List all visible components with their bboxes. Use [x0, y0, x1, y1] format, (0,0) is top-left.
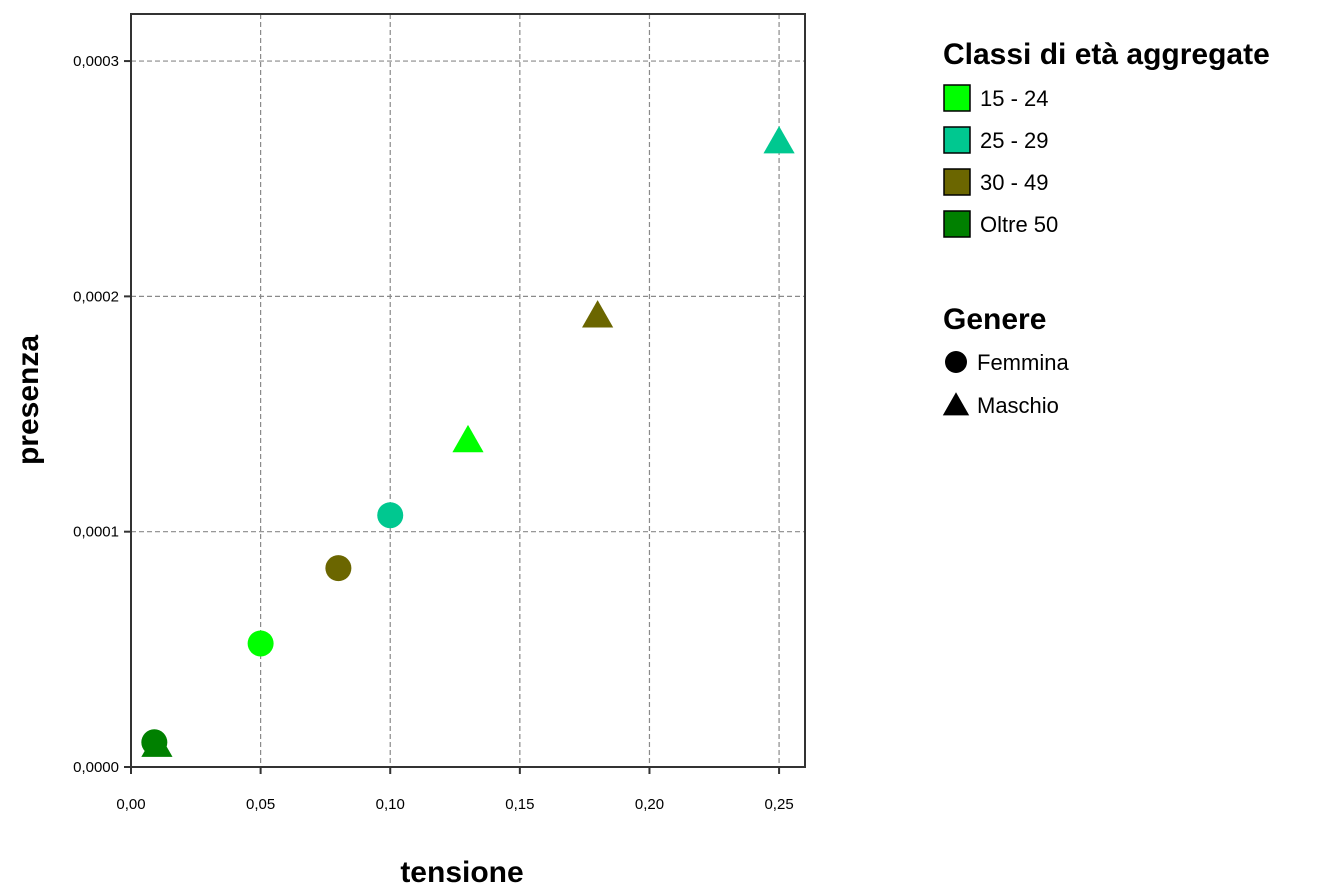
- scatter-point-circle: [325, 555, 352, 582]
- scatter-point-circle: [247, 630, 274, 657]
- legend-swatch: [943, 84, 971, 112]
- y-tick-label: 0,0001: [73, 524, 119, 541]
- legend-triangle-symbol: [942, 392, 970, 416]
- y-tick-label: 0,0000: [73, 759, 119, 776]
- y-tick-label: 0,0002: [73, 288, 119, 305]
- legend-circle-symbol: [945, 351, 967, 373]
- plot-area: [130, 13, 806, 768]
- legend-label: 30 - 49: [980, 170, 1049, 195]
- x-tick-label: 0,15: [505, 796, 534, 813]
- legend-label: 25 - 29: [980, 128, 1049, 153]
- scatter-point-circle: [141, 729, 168, 756]
- y-tick-label: 0,0003: [73, 53, 119, 70]
- x-axis-title: tensione: [400, 856, 523, 883]
- axis-ticks: 0,00 0,05 0,10 0,15 0,20 0,25 0,0000 0,0001 0,00…: [73, 53, 794, 813]
- legend-shape-title: Genere: [943, 303, 1046, 336]
- x-tick-label: 0,25: [764, 796, 793, 813]
- scatter-point-circle: [377, 502, 404, 529]
- legend: Classi di età aggregate 15 - 24 25 - 29 30…: [942, 38, 1270, 418]
- scatter-point-triangle: [452, 424, 484, 453]
- legend-swatch: [943, 126, 971, 154]
- legend-label: 15 - 24: [980, 86, 1049, 111]
- scatter-point-triangle: [763, 126, 795, 154]
- legend-swatch: [943, 210, 971, 238]
- legend-label: Maschio: [977, 393, 1059, 418]
- legend-swatch: [943, 168, 971, 196]
- x-tick-label: 0,00: [116, 796, 145, 813]
- legend-label: Femmina: [977, 350, 1069, 375]
- legend-color-entries: 15 - 24 25 - 29 30 - 49 Oltre 50: [943, 84, 1058, 238]
- legend-label: Oltre 50: [980, 212, 1058, 237]
- grid-lines: [131, 14, 805, 767]
- data-points: [141, 126, 795, 757]
- scatter-point-triangle: [582, 300, 614, 328]
- legend-shape-entries: Femmina Maschio: [942, 350, 1069, 418]
- y-axis-title: presenza: [12, 335, 45, 465]
- x-tick-label: 0,20: [635, 796, 664, 813]
- x-tick-label: 0,05: [246, 796, 275, 813]
- x-tick-label: 0,10: [376, 796, 405, 813]
- legend-color-title: Classi di età aggregate: [943, 38, 1270, 71]
